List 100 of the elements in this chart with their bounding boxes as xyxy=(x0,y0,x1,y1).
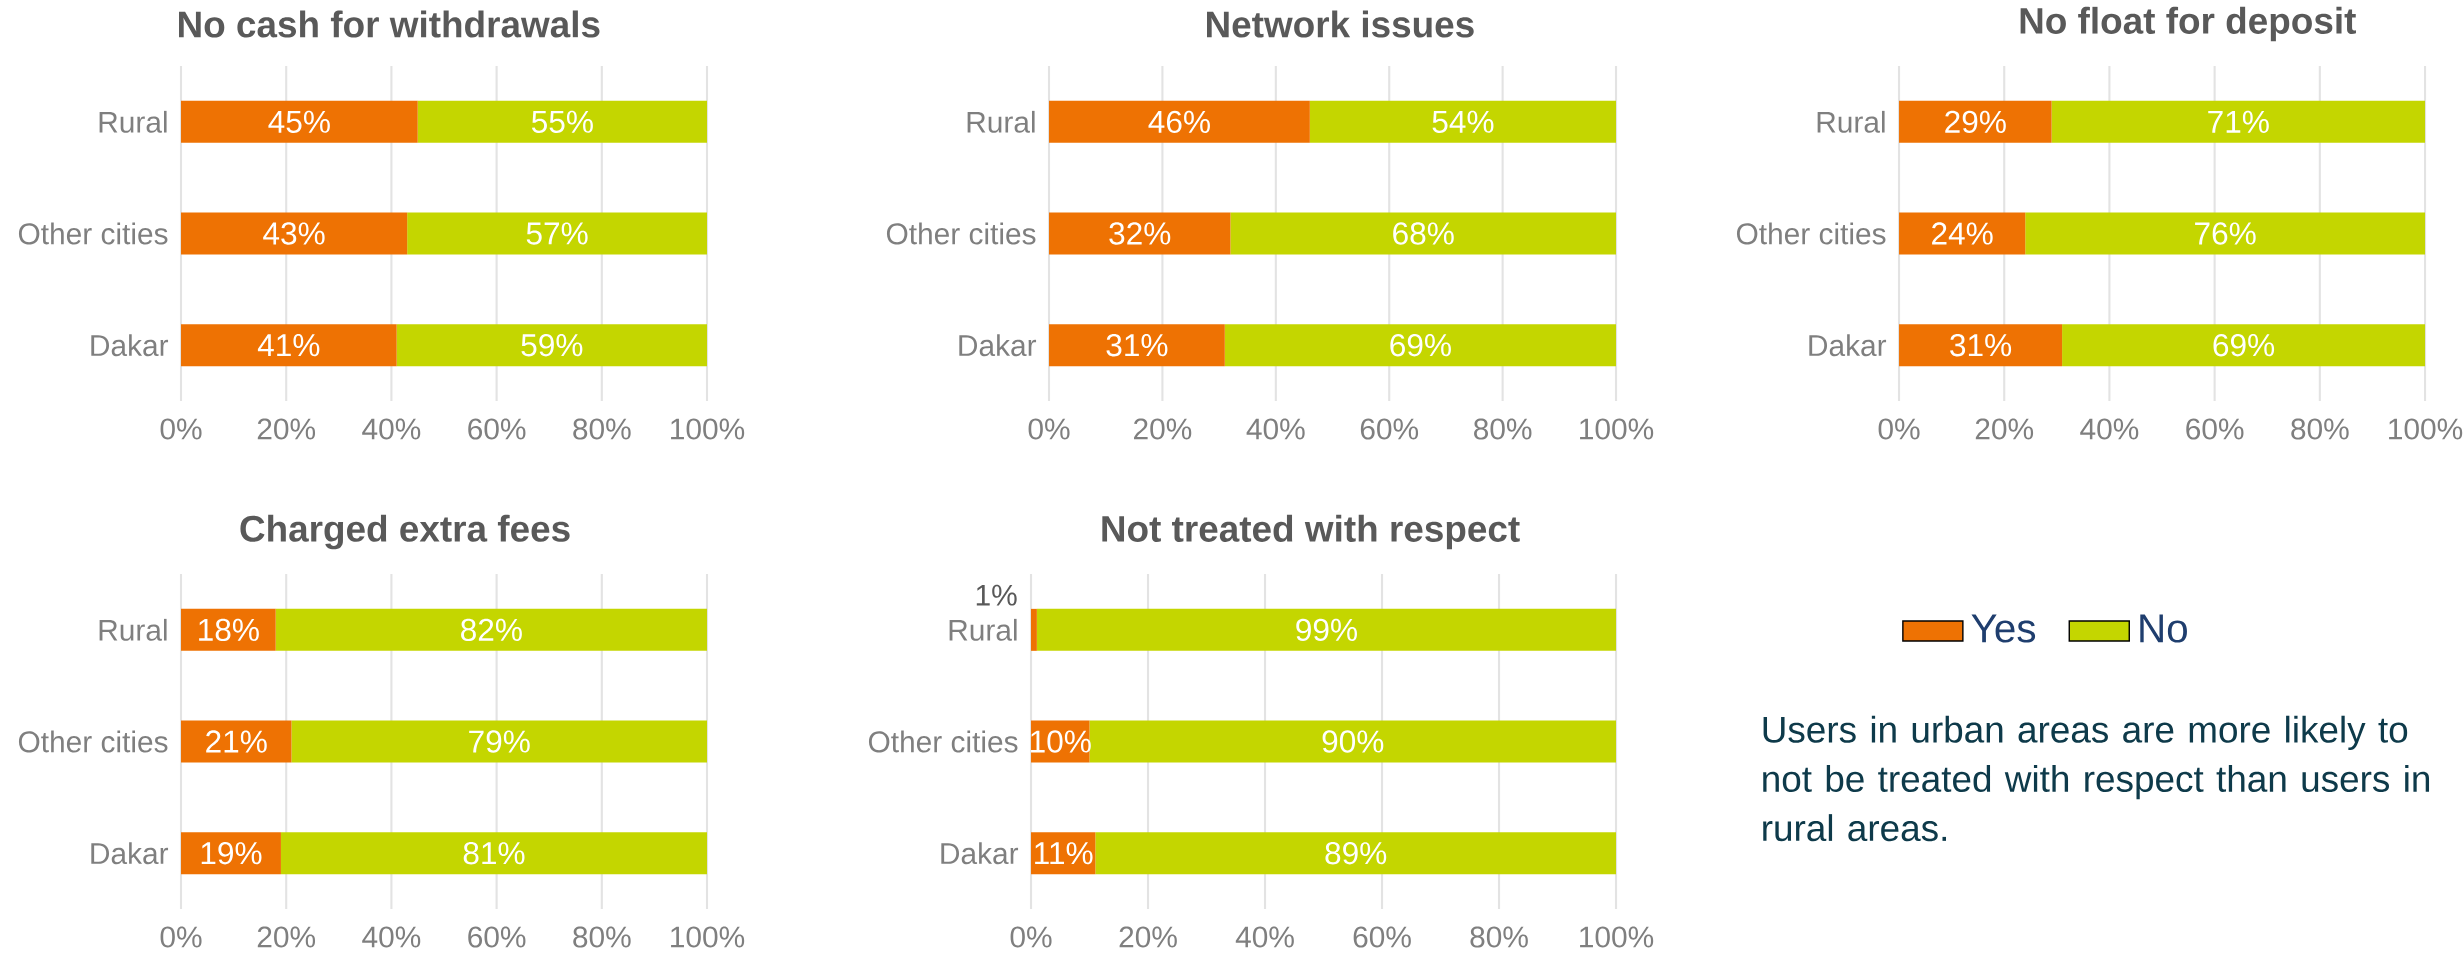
bar xyxy=(181,832,281,875)
x-tick-label: 80% xyxy=(2291,418,2349,440)
x-tick-label: 20% xyxy=(1134,418,1192,440)
x-tick-label: 60% xyxy=(1360,418,1419,440)
y-tick-label: Dakar xyxy=(1809,334,1887,357)
y-tick-label: Dakar xyxy=(941,842,1019,865)
bar xyxy=(407,212,708,255)
data-label: 11% xyxy=(1035,842,1093,865)
y-tick-label: Dakar xyxy=(91,842,169,865)
bar xyxy=(396,324,708,367)
x-tick-label: 40% xyxy=(1246,418,1305,440)
y-tick-label: Rural xyxy=(1817,110,1885,133)
data-label: 10% xyxy=(1031,730,1091,753)
data-label: 81% xyxy=(463,841,525,865)
x-tick-label: 100% xyxy=(671,926,745,948)
data-label: 71% xyxy=(2208,110,2269,133)
x-tick-label: 60% xyxy=(468,418,526,440)
y-tick-label: Other cities xyxy=(868,730,1018,753)
bar xyxy=(417,100,708,143)
bar xyxy=(291,720,708,763)
data-label: 43% xyxy=(263,222,325,245)
data-label: 69% xyxy=(1390,333,1451,357)
bar xyxy=(280,832,708,875)
x-tick-label: 40% xyxy=(1235,926,1294,948)
data-label: 24% xyxy=(1932,222,1993,245)
chart-title: Charged extra fees xyxy=(240,514,570,550)
bar xyxy=(275,608,708,651)
data-label: 45% xyxy=(268,110,330,133)
y-tick-label: Rural xyxy=(967,110,1035,133)
chart-title: Network issues xyxy=(1207,10,1474,38)
x-tick-label: 100% xyxy=(671,418,745,440)
y-tick-label: Other cities xyxy=(886,222,1036,245)
x-tick-label: 20% xyxy=(257,418,316,440)
bar xyxy=(1049,324,1225,367)
x-tick-label: 0% xyxy=(1878,418,1920,440)
y-tick-label: Other cities xyxy=(1736,222,1886,245)
bar xyxy=(1224,324,1617,367)
data-label: 31% xyxy=(1950,333,2012,357)
data-label: 69% xyxy=(2213,333,2275,357)
data-label: 57% xyxy=(526,222,588,245)
legend-label: No xyxy=(2140,614,2187,643)
y-tick-label: Rural xyxy=(949,618,1017,641)
x-tick-label: 0% xyxy=(1010,926,1052,948)
data-label: 54% xyxy=(1432,110,1494,133)
bar xyxy=(1899,212,2026,255)
bar xyxy=(1230,212,1617,255)
data-label: 31% xyxy=(1106,333,1168,357)
bar xyxy=(181,212,408,255)
x-tick-label: 60% xyxy=(1353,926,1411,948)
bar xyxy=(1089,720,1617,763)
y-tick-label: Rural xyxy=(99,618,167,641)
data-label: 82% xyxy=(461,618,522,642)
chart-title: No cash for withdrawals xyxy=(179,10,600,38)
x-tick-label: 0% xyxy=(160,418,202,440)
x-tick-label: 0% xyxy=(160,926,202,948)
x-tick-label: 100% xyxy=(1580,926,1654,948)
bar xyxy=(1049,100,1310,143)
chart-title: Not treated with respect xyxy=(1102,514,1520,550)
data-label: 19% xyxy=(201,841,262,865)
data-label: 79% xyxy=(469,730,530,753)
x-tick-label: 60% xyxy=(468,926,526,948)
x-tick-label: 20% xyxy=(1119,926,1177,948)
y-tick-label: Dakar xyxy=(91,334,169,357)
bar xyxy=(181,100,418,143)
data-label: 29% xyxy=(1945,110,2006,134)
data-label: 59% xyxy=(521,333,583,357)
bar xyxy=(2051,100,2426,143)
data-label: 41% xyxy=(257,334,320,357)
x-tick-label: 80% xyxy=(1470,926,1528,948)
bar xyxy=(1036,608,1617,651)
data-label: 18% xyxy=(199,618,259,642)
data-label: 76% xyxy=(2195,222,2256,245)
y-tick-label: Other cities xyxy=(18,730,168,753)
bar xyxy=(1899,100,2052,143)
data-label: 68% xyxy=(1393,222,1454,245)
y-tick-label: Other cities xyxy=(18,222,168,245)
x-tick-label: 0% xyxy=(1028,418,1070,440)
x-tick-label: 80% xyxy=(573,418,631,440)
x-tick-label: 40% xyxy=(362,418,421,440)
bar xyxy=(1899,324,2063,367)
data-label: 46% xyxy=(1148,110,1210,134)
data-label: 55% xyxy=(531,110,593,133)
x-tick-label: 100% xyxy=(1580,418,1654,440)
x-tick-label: 80% xyxy=(1474,418,1532,440)
x-tick-label: 80% xyxy=(573,926,631,948)
y-tick-label: Dakar xyxy=(959,334,1037,357)
x-tick-label: 60% xyxy=(2186,418,2244,440)
bar xyxy=(181,720,292,763)
data-label: 1% xyxy=(976,584,1017,606)
data-label: 32% xyxy=(1109,222,1171,245)
x-tick-label: 20% xyxy=(257,926,316,948)
x-tick-label: 20% xyxy=(1975,418,2034,440)
y-tick-label: Rural xyxy=(99,110,167,133)
text: Users in urban areas are more likely to not be treated with respect than users in rural areas. xyxy=(1763,715,2430,842)
data-label: 90% xyxy=(1322,730,1384,753)
bar xyxy=(1031,608,1037,651)
chart-title: No float for deposit xyxy=(2020,6,2356,42)
bar xyxy=(2025,212,2426,255)
bar xyxy=(1049,212,1231,255)
bar xyxy=(1095,832,1617,875)
